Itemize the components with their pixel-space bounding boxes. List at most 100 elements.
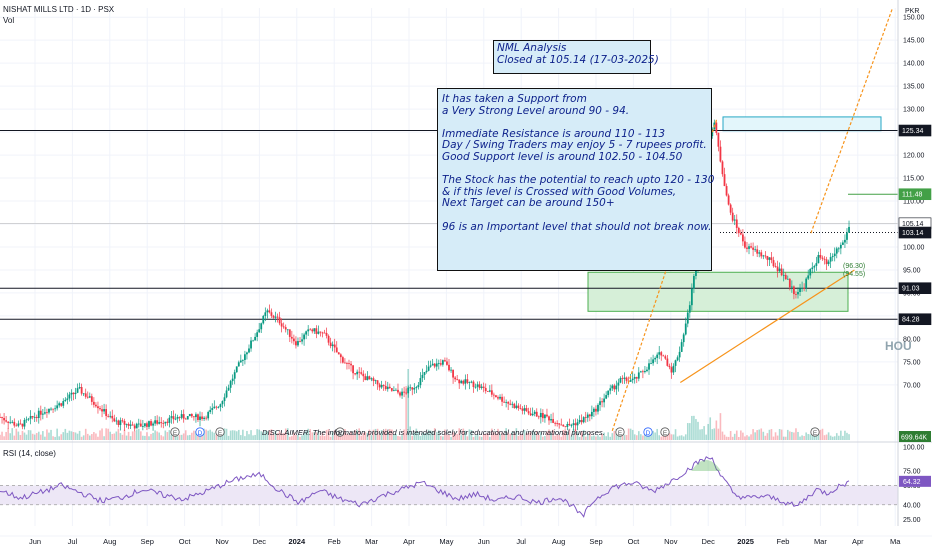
candles[interactable] — [0, 119, 850, 432]
candle-body[interactable] — [772, 260, 775, 267]
trend-lines[interactable] — [611, 7, 894, 431]
candle-body[interactable] — [615, 385, 618, 390]
candle-body[interactable] — [519, 408, 522, 409]
candle-body[interactable] — [835, 248, 838, 254]
candle-body[interactable] — [219, 404, 222, 407]
candle-body[interactable] — [427, 366, 430, 371]
candle-body[interactable] — [782, 274, 785, 276]
candle-body[interactable] — [503, 401, 506, 403]
candle-body[interactable] — [390, 388, 393, 391]
candle-body[interactable] — [717, 132, 720, 147]
candle-body[interactable] — [823, 258, 826, 260]
candle-body[interactable] — [607, 390, 610, 396]
candle-body[interactable] — [368, 376, 371, 380]
candle-body[interactable] — [84, 393, 87, 397]
candle-body[interactable] — [715, 122, 718, 133]
candle-body[interactable] — [725, 186, 728, 196]
candle-body[interactable] — [72, 392, 75, 395]
candle-body[interactable] — [474, 386, 477, 388]
candle-body[interactable] — [611, 385, 614, 389]
candle-body[interactable] — [170, 416, 173, 418]
candle-body[interactable] — [266, 310, 269, 313]
candle-body[interactable] — [576, 422, 579, 426]
candle-body[interactable] — [509, 403, 512, 405]
candle-body[interactable] — [690, 288, 693, 306]
candle-body[interactable] — [668, 365, 671, 368]
candle-body[interactable] — [278, 317, 281, 324]
candle-body[interactable] — [648, 363, 650, 370]
candle-body[interactable] — [7, 421, 10, 423]
candle-body[interactable] — [841, 242, 844, 245]
event-marker[interactable] — [643, 427, 653, 437]
candle-body[interactable] — [676, 357, 679, 361]
candle-body[interactable] — [656, 354, 659, 358]
candle-body[interactable] — [48, 408, 50, 413]
candle-body[interactable] — [590, 411, 593, 417]
candle-body[interactable] — [188, 413, 191, 417]
candle-body[interactable] — [211, 408, 214, 410]
candle-body[interactable] — [44, 412, 46, 414]
candle-body[interactable] — [637, 372, 640, 379]
candle-body[interactable] — [129, 424, 132, 426]
candle-body[interactable] — [470, 381, 473, 383]
candle-body[interactable] — [644, 371, 646, 373]
candle-body[interactable] — [205, 417, 208, 419]
candle-body[interactable] — [15, 425, 18, 427]
candle-body[interactable] — [770, 257, 773, 261]
candle-body[interactable] — [650, 363, 652, 365]
candle-body[interactable] — [527, 411, 530, 414]
candle-body[interactable] — [66, 398, 69, 400]
candle-body[interactable] — [397, 389, 399, 393]
candle-body[interactable] — [711, 129, 714, 137]
candle-body[interactable] — [268, 310, 271, 313]
candle-body[interactable] — [350, 363, 352, 366]
candle-body[interactable] — [523, 408, 526, 411]
candle-body[interactable] — [662, 355, 665, 357]
candle-body[interactable] — [168, 417, 171, 423]
candle-body[interactable] — [450, 369, 452, 371]
candle-body[interactable] — [670, 367, 673, 373]
candle-body[interactable] — [9, 422, 12, 424]
candle-body[interactable] — [748, 246, 750, 249]
candle-body[interactable] — [674, 360, 677, 366]
candle-body[interactable] — [448, 364, 450, 371]
candle-body[interactable] — [239, 360, 242, 363]
candle-body[interactable] — [597, 404, 599, 412]
candle-body[interactable] — [458, 379, 461, 384]
candle-body[interactable] — [621, 378, 624, 379]
candle-body[interactable] — [378, 384, 381, 388]
candle-body[interactable] — [360, 372, 363, 374]
candle-body[interactable] — [556, 423, 559, 424]
candle-body[interactable] — [80, 387, 83, 394]
candle-body[interactable] — [564, 426, 567, 428]
candle-body[interactable] — [274, 316, 277, 318]
candle-body[interactable] — [231, 378, 234, 382]
candle-body[interactable] — [754, 249, 757, 251]
candle-body[interactable] — [441, 360, 444, 365]
candle-body[interactable] — [21, 423, 24, 427]
candle-body[interactable] — [123, 420, 126, 425]
symbol-title[interactable]: NISHAT MILLS LTD · 1D · PSX — [3, 5, 115, 14]
candle-body[interactable] — [333, 344, 336, 348]
candle-body[interactable] — [144, 423, 146, 427]
candle-body[interactable] — [821, 257, 824, 259]
candle-body[interactable] — [776, 266, 779, 272]
candle-body[interactable] — [164, 421, 167, 424]
candle-body[interactable] — [341, 357, 344, 363]
candle-body[interactable] — [423, 372, 426, 375]
candle-body[interactable] — [727, 195, 730, 205]
candle-body[interactable] — [176, 416, 179, 419]
candle-body[interactable] — [625, 377, 628, 381]
candle-body[interactable] — [837, 248, 840, 250]
candle-body[interactable] — [425, 370, 428, 373]
candle-body[interactable] — [35, 416, 38, 419]
candle-body[interactable] — [190, 413, 193, 417]
candle-body[interactable] — [201, 416, 203, 419]
candle-body[interactable] — [409, 387, 412, 389]
candle-body[interactable] — [331, 344, 334, 347]
candle-body[interactable] — [605, 395, 608, 399]
candle-body[interactable] — [664, 356, 667, 359]
candle-body[interactable] — [809, 269, 812, 276]
candle-body[interactable] — [452, 369, 454, 378]
candle-body[interactable] — [166, 421, 169, 423]
